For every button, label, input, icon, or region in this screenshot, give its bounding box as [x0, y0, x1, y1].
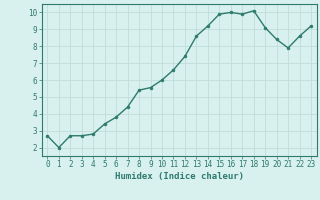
X-axis label: Humidex (Indice chaleur): Humidex (Indice chaleur) [115, 172, 244, 181]
